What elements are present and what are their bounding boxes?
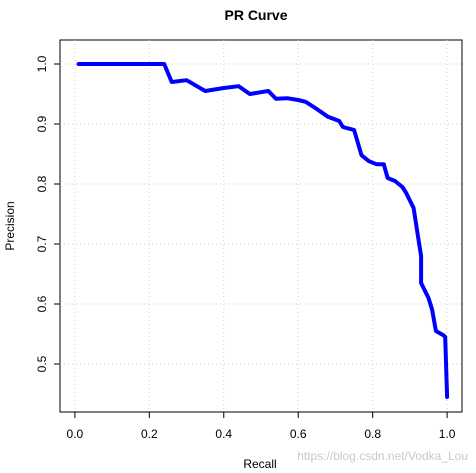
x-tick-label: 0.4 [215,427,232,441]
y-tick-label: 0.5 [35,355,49,372]
plot-frame [59,39,463,413]
chart-title: PR Curve [224,7,287,23]
y-axis-ticks: 0.5 0.6 0.7 0.8 0.9 1.0 [35,55,60,372]
y-gridlines [60,63,462,365]
x-tick-label: 0.6 [290,427,307,441]
y-tick-label: 0.6 [35,295,49,312]
x-tick-label: 0.8 [364,427,381,441]
pr-curve-line [76,62,450,399]
x-axis-ticks: 0.0 0.2 0.4 0.6 0.8 1.0 [67,412,456,441]
x-tick-label: 1.0 [439,427,456,441]
y-axis-label: Precision [3,201,17,250]
x-tick-label: 0.2 [141,427,158,441]
x-axis-label: Recall [243,457,276,471]
y-tick-label: 0.8 [35,175,49,192]
y-tick-label: 0.9 [35,115,49,132]
y-tick-label: 1.0 [35,55,49,72]
y-tick-label: 0.7 [35,235,49,252]
series-layer [76,62,450,399]
x-gridlines [74,40,448,412]
x-tick-label: 0.0 [67,427,84,441]
watermark-text: https://blog.csdn.net/Vodka_Lou [297,449,468,463]
